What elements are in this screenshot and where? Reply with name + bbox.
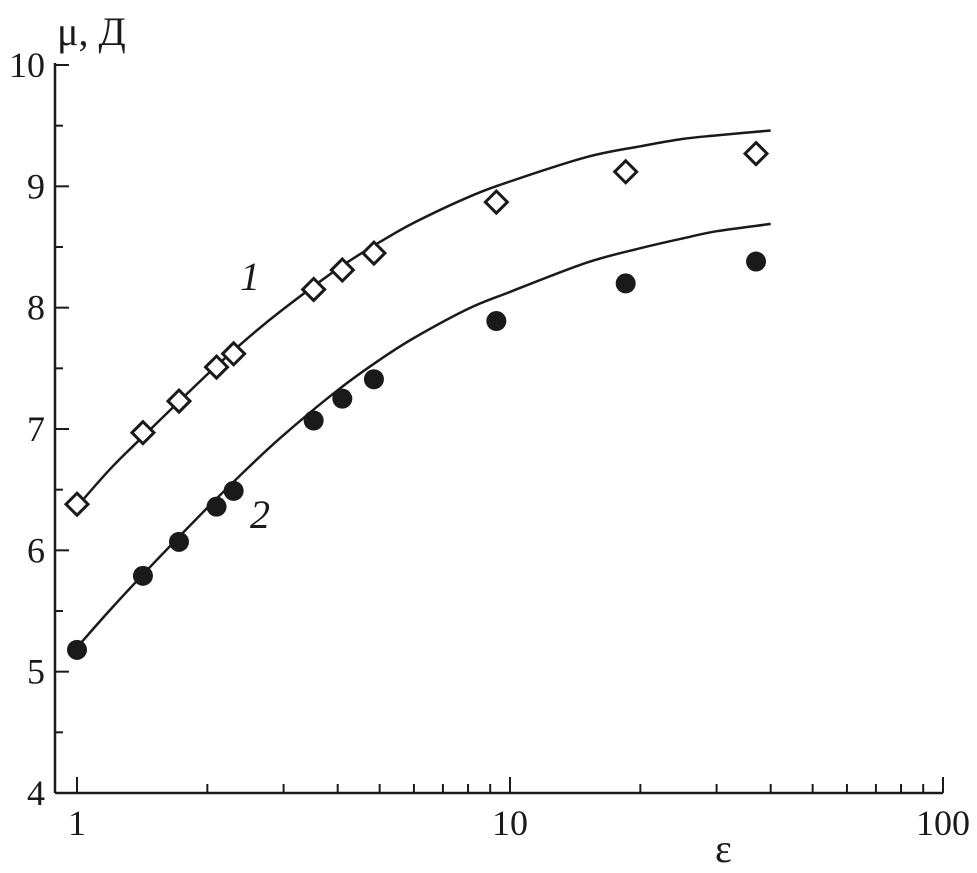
data-point-series-2 xyxy=(363,369,384,390)
y-tick-label: 9 xyxy=(27,166,45,206)
x-tick-label: 10 xyxy=(492,803,528,843)
x-axis-title: ε xyxy=(715,826,732,871)
y-tick-label: 8 xyxy=(27,288,45,328)
data-point-series-1 xyxy=(483,188,510,216)
data-point-series-1 xyxy=(129,419,157,446)
data-point-series-2 xyxy=(303,410,324,431)
data-point-series-2 xyxy=(132,565,153,586)
data-point-series-1 xyxy=(742,140,770,167)
data-point-series-2 xyxy=(223,480,244,501)
data-point-series-1 xyxy=(220,340,247,367)
data-point-series-1 xyxy=(165,387,193,415)
fit-curves xyxy=(76,129,771,649)
y-tick-label: 6 xyxy=(27,530,45,570)
data-point-series-2 xyxy=(615,273,636,294)
data-point-series-1 xyxy=(63,491,91,518)
data-point-series-1 xyxy=(203,353,230,381)
y-tick-label: 5 xyxy=(27,652,45,692)
labels: μ, Д ε 1 2 xyxy=(57,9,732,871)
series-label-2: 2 xyxy=(250,492,270,537)
data-point-series-2 xyxy=(206,496,227,517)
data-point-series-1 xyxy=(329,256,356,284)
y-tick-label: 10 xyxy=(9,45,45,85)
data-point-series-2 xyxy=(168,531,189,552)
y-tick-label: 7 xyxy=(27,409,45,449)
axis-ticks: 4 5 6 7 8 9 10 1 10 100 xyxy=(9,45,970,843)
data-points xyxy=(63,140,770,660)
data-point-series-2 xyxy=(67,639,87,660)
data-point-series-2 xyxy=(746,251,767,272)
data-point-series-2 xyxy=(332,388,353,409)
fit-curve-series-2 xyxy=(76,222,771,649)
series-label-1: 1 xyxy=(240,254,260,299)
data-point-series-1 xyxy=(360,239,388,267)
data-point-series-1 xyxy=(300,276,327,303)
x-tick-label: 100 xyxy=(916,803,970,843)
y-axis-title: μ, Д xyxy=(57,9,126,54)
axes xyxy=(53,63,943,795)
x-tick-label: 1 xyxy=(68,803,86,843)
fit-curve-series-1 xyxy=(76,129,771,508)
data-point-series-2 xyxy=(486,311,507,332)
y-tick-label: 4 xyxy=(27,773,45,813)
data-point-series-1 xyxy=(612,158,639,185)
